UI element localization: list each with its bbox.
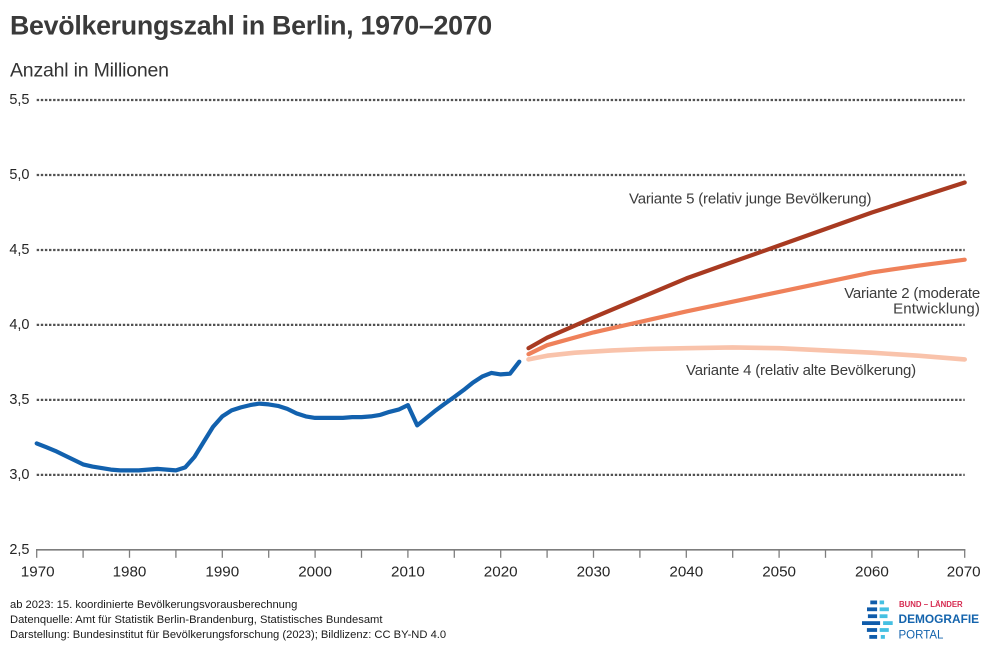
svg-text:3,0: 3,0 <box>9 467 29 483</box>
svg-text:BUND – LÄNDER: BUND – LÄNDER <box>899 600 963 609</box>
svg-text:2070: 2070 <box>947 563 981 580</box>
svg-text:2060: 2060 <box>855 563 889 580</box>
svg-text:4,0: 4,0 <box>9 317 29 333</box>
svg-text:5,5: 5,5 <box>9 92 29 108</box>
svg-text:3,5: 3,5 <box>9 392 29 408</box>
svg-text:2010: 2010 <box>391 563 425 580</box>
svg-text:2040: 2040 <box>669 563 703 580</box>
svg-text:Datenquelle: Amt für Statistik: Datenquelle: Amt für Statistik Berlin-Br… <box>10 614 383 626</box>
svg-text:Variante 2 (moderate: Variante 2 (moderate <box>844 285 980 302</box>
svg-text:2030: 2030 <box>577 563 611 580</box>
svg-text:Anzahl in Millionen: Anzahl in Millionen <box>10 60 169 82</box>
svg-text:Entwicklung): Entwicklung) <box>893 300 980 317</box>
svg-text:1990: 1990 <box>205 563 239 580</box>
svg-text:2050: 2050 <box>762 563 796 580</box>
svg-text:2020: 2020 <box>484 563 518 580</box>
svg-text:Variante 5 (relativ junge Bevö: Variante 5 (relativ junge Bevölkerung) <box>629 191 871 208</box>
svg-text:Variante 4 (relativ alte Bevöl: Variante 4 (relativ alte Bevölkerung) <box>686 362 916 379</box>
svg-text:2000: 2000 <box>298 563 332 580</box>
svg-text:5,0: 5,0 <box>9 167 29 183</box>
svg-text:4,5: 4,5 <box>9 242 29 258</box>
svg-text:ab 2023: 15. koordinierte Bevö: ab 2023: 15. koordinierte Bevölkerungsvo… <box>10 599 297 611</box>
svg-text:1980: 1980 <box>113 563 147 580</box>
svg-text:PORTAL: PORTAL <box>899 630 945 642</box>
svg-text:Bevölkerungszahl in Berlin, 19: Bevölkerungszahl in Berlin, 1970–2070 <box>10 11 492 41</box>
svg-text:Darstellung: Bundesinstitut fü: Darstellung: Bundesinstitut für Bevölker… <box>10 629 446 641</box>
svg-text:DEMOGRAFIE: DEMOGRAFIE <box>899 612 980 626</box>
svg-text:1970: 1970 <box>21 563 55 580</box>
svg-text:2,5: 2,5 <box>9 542 29 558</box>
